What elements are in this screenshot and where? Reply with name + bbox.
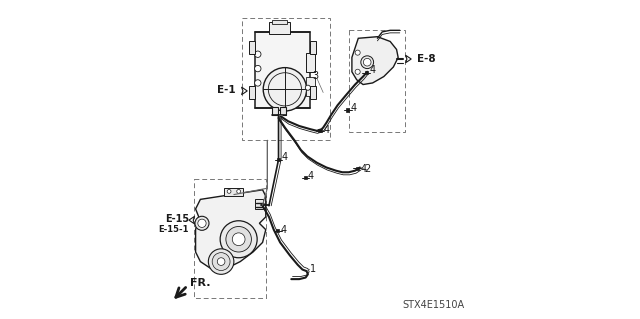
Circle shape xyxy=(212,253,230,271)
Bar xyxy=(249,41,255,54)
Circle shape xyxy=(355,50,360,55)
Bar xyxy=(269,22,290,34)
Text: 4: 4 xyxy=(280,225,287,235)
Text: 2: 2 xyxy=(365,164,371,174)
Text: FR.: FR. xyxy=(190,278,211,288)
Text: 4: 4 xyxy=(360,164,367,174)
Text: 3: 3 xyxy=(312,71,319,81)
Circle shape xyxy=(232,233,245,246)
Circle shape xyxy=(355,69,360,74)
Circle shape xyxy=(364,58,371,66)
Text: 4: 4 xyxy=(369,65,376,75)
Bar xyxy=(255,32,310,108)
Bar xyxy=(255,199,262,209)
Circle shape xyxy=(255,80,261,86)
Text: E-15-1: E-15-1 xyxy=(159,225,189,234)
Text: E-1: E-1 xyxy=(217,85,236,95)
Polygon shape xyxy=(352,37,398,85)
Circle shape xyxy=(255,51,261,57)
Circle shape xyxy=(226,226,252,252)
Bar xyxy=(306,77,315,96)
Bar xyxy=(304,176,307,179)
Circle shape xyxy=(218,258,225,265)
Circle shape xyxy=(305,85,310,90)
Bar xyxy=(271,20,287,24)
Circle shape xyxy=(263,68,307,111)
Bar xyxy=(365,71,368,74)
Text: 4: 4 xyxy=(323,125,330,135)
Bar xyxy=(280,107,286,115)
Text: 4: 4 xyxy=(282,152,288,162)
Bar xyxy=(319,129,321,132)
Circle shape xyxy=(227,189,231,193)
Bar xyxy=(310,86,316,99)
Bar xyxy=(356,167,359,170)
Bar xyxy=(249,86,255,99)
Bar xyxy=(346,108,349,112)
Polygon shape xyxy=(196,190,266,270)
Bar xyxy=(306,53,316,72)
Polygon shape xyxy=(406,55,412,63)
Circle shape xyxy=(195,216,209,230)
Circle shape xyxy=(220,221,257,258)
Text: E-15: E-15 xyxy=(165,213,189,224)
Bar xyxy=(349,30,404,132)
Bar xyxy=(224,188,243,196)
Bar xyxy=(276,229,280,232)
Polygon shape xyxy=(189,216,195,224)
Text: E-8: E-8 xyxy=(417,54,436,64)
Text: 4: 4 xyxy=(351,102,357,113)
Circle shape xyxy=(209,249,234,274)
Text: 1: 1 xyxy=(310,263,317,274)
Bar xyxy=(272,107,278,115)
Bar xyxy=(310,41,316,54)
Polygon shape xyxy=(241,87,247,95)
Bar xyxy=(277,158,280,161)
Bar xyxy=(194,179,266,298)
Bar xyxy=(242,18,330,140)
Circle shape xyxy=(237,189,241,193)
Circle shape xyxy=(361,56,374,69)
Text: STX4E1510A: STX4E1510A xyxy=(402,300,464,310)
Circle shape xyxy=(198,219,206,227)
Circle shape xyxy=(255,65,261,72)
Text: 4: 4 xyxy=(308,171,314,182)
